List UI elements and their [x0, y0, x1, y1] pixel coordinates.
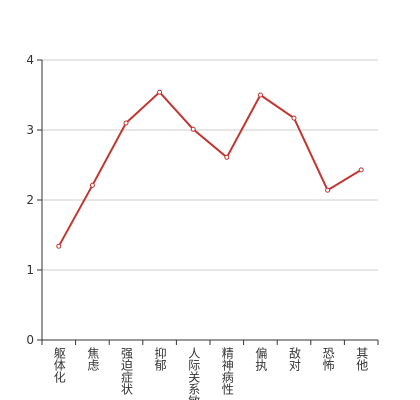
x-tick-label: 偏执: [254, 346, 268, 372]
point: [358, 167, 364, 173]
point: [157, 89, 163, 95]
y-tick-label: 2: [26, 193, 34, 207]
x-tick-label: 敌对: [288, 346, 302, 371]
point: [291, 115, 297, 121]
x-tick-label: 抑郁: [153, 346, 167, 372]
point: [257, 92, 263, 98]
x-tick-label: 恐怖: [321, 347, 335, 371]
point: [224, 154, 230, 160]
line: [57, 90, 362, 247]
y-tick-label: 3: [26, 123, 34, 137]
point: [190, 126, 196, 132]
x-tick-label: 强迫症状: [120, 347, 134, 395]
x-tick-label: 躯体化: [52, 346, 66, 384]
y-tick-label: 1: [26, 263, 34, 277]
y-tick-label: 0: [26, 333, 34, 347]
x-tick-label: 其他: [355, 347, 369, 371]
point: [123, 120, 129, 126]
x-tick-label: 精神病性: [220, 347, 234, 396]
point: [56, 243, 62, 249]
x-tick-label: 人际关系敏感: [187, 347, 201, 400]
point: [325, 187, 331, 193]
point: [89, 182, 95, 188]
x-tick-label: 焦虑: [86, 347, 100, 371]
y-tick-label: 4: [26, 53, 34, 67]
